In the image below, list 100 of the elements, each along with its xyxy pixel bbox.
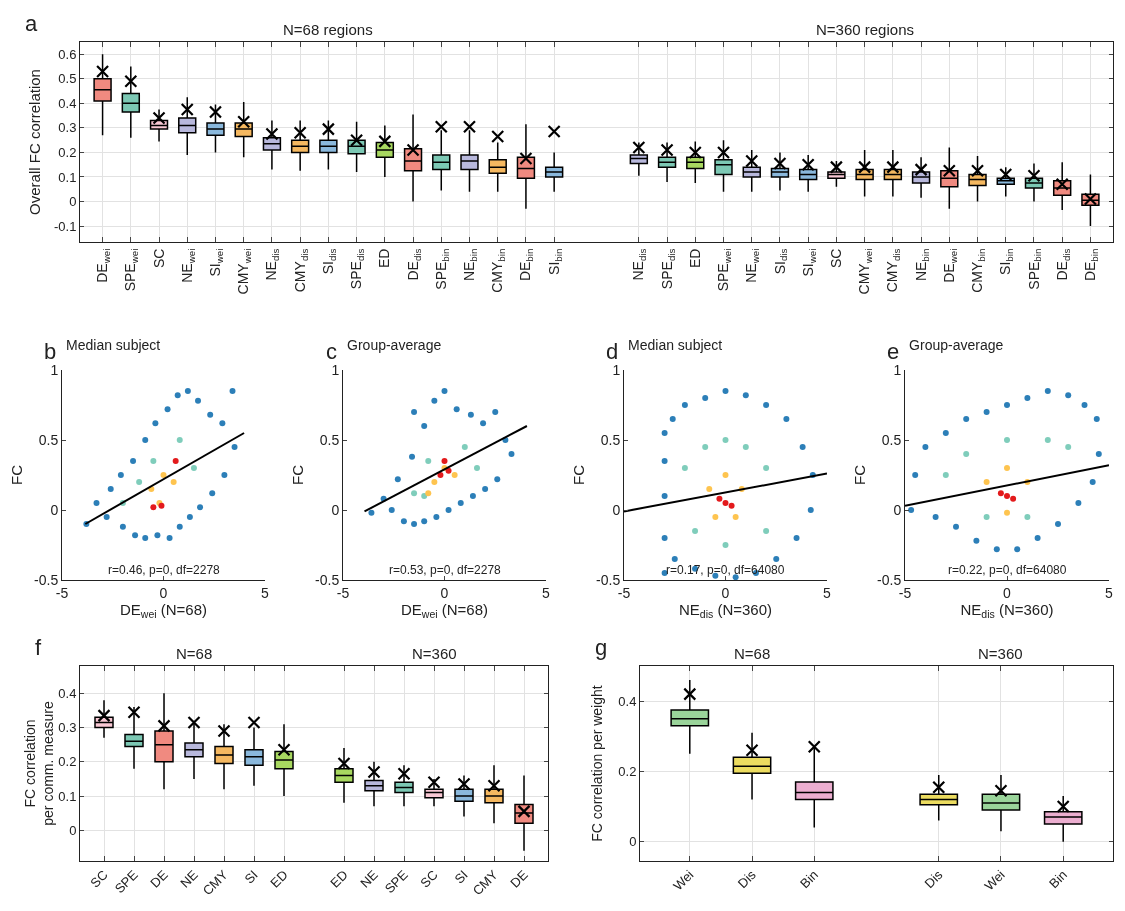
point [93, 500, 100, 506]
point [983, 409, 990, 415]
y-tick-label: 0.4 [58, 685, 77, 701]
x-tick-label: SC [150, 248, 167, 269]
text: N=68 [176, 645, 213, 662]
y-axis-title: FC [289, 464, 306, 485]
annotation: r=0.53, p=0, df=2278 [389, 563, 502, 577]
point [368, 509, 375, 516]
chart-title: Group-average [347, 337, 442, 353]
x-tick-label: 0 [1003, 584, 1012, 601]
y-axis-title: FC [8, 464, 25, 485]
point [457, 500, 464, 506]
point [461, 444, 468, 450]
x-tick-label: ED [686, 248, 703, 269]
point [983, 479, 990, 485]
point [231, 444, 238, 450]
point [103, 514, 110, 520]
point [421, 493, 428, 499]
point [671, 556, 678, 562]
point [508, 451, 515, 457]
point [431, 397, 438, 404]
point [1044, 437, 1051, 443]
y-tick-label: 0 [331, 501, 340, 518]
y-tick-label: 0.5 [38, 431, 59, 448]
point [421, 423, 428, 429]
y-tick-label: 1 [893, 361, 902, 378]
x-axis-title: DE$_{wei}$ (N=68) [400, 600, 489, 620]
x-tick-label: Wei [670, 867, 697, 894]
y-tick-label: 0 [69, 194, 77, 210]
point [411, 521, 418, 527]
point [170, 479, 177, 485]
point [150, 458, 157, 464]
x-tick-label: SC [87, 867, 111, 891]
x-tick-label: SC [417, 867, 441, 891]
point [783, 416, 790, 422]
point [469, 493, 476, 499]
point [1081, 402, 1088, 408]
point [661, 458, 668, 464]
point [411, 409, 418, 415]
point [441, 388, 448, 394]
point [445, 507, 452, 513]
point [174, 392, 181, 399]
y-tick-label: 0 [893, 501, 902, 518]
point [221, 472, 228, 478]
point [1024, 395, 1031, 401]
y-tick-label: 0 [629, 834, 637, 850]
point [480, 420, 487, 427]
point [932, 514, 939, 520]
point [1065, 392, 1072, 399]
point [1055, 521, 1061, 527]
chart-title: Group-average [909, 337, 1004, 353]
text: a [25, 11, 38, 36]
point [166, 535, 173, 541]
point [482, 486, 489, 492]
y-tick-label: 0 [69, 822, 77, 838]
x-tick-label: NE [357, 866, 381, 891]
point [190, 465, 197, 471]
text: b [44, 339, 57, 364]
point [732, 574, 739, 580]
point [1065, 444, 1072, 450]
point [142, 535, 149, 541]
point [942, 430, 949, 436]
x-tick-label: 0 [159, 584, 168, 601]
x-axis-title: DE$_{wei}$ (N=68) [119, 600, 208, 620]
x-tick-label: SI [241, 867, 261, 887]
x-tick-label: NE [177, 866, 201, 891]
point [912, 472, 919, 478]
point [942, 472, 949, 478]
x-tick-label: SI [451, 867, 471, 887]
y-tick-label: 0.5 [58, 71, 77, 87]
point [681, 465, 688, 471]
point [409, 453, 416, 460]
point [1095, 451, 1102, 457]
point [712, 514, 719, 520]
point [1014, 546, 1021, 553]
point [152, 420, 159, 427]
point [661, 493, 668, 499]
point [1093, 416, 1100, 422]
point [722, 472, 729, 478]
point [176, 437, 183, 443]
x-tick-label: Dis [921, 866, 946, 892]
point [681, 402, 688, 408]
point [1010, 495, 1017, 502]
point [195, 397, 202, 404]
point [1004, 493, 1010, 499]
point [142, 437, 149, 443]
y-tick-label: 0.3 [58, 720, 77, 736]
x-tick-label: ED [267, 867, 291, 891]
text: e [887, 339, 900, 364]
point [197, 504, 204, 511]
y-tick-label: 0.2 [58, 144, 77, 160]
point [763, 528, 770, 534]
point [119, 523, 126, 530]
point [164, 406, 171, 413]
point [154, 532, 161, 539]
y-tick-label: 0 [612, 501, 621, 518]
point [400, 518, 407, 525]
point [661, 430, 668, 436]
text: d [606, 339, 619, 364]
x-tick-label: 5 [542, 584, 551, 601]
